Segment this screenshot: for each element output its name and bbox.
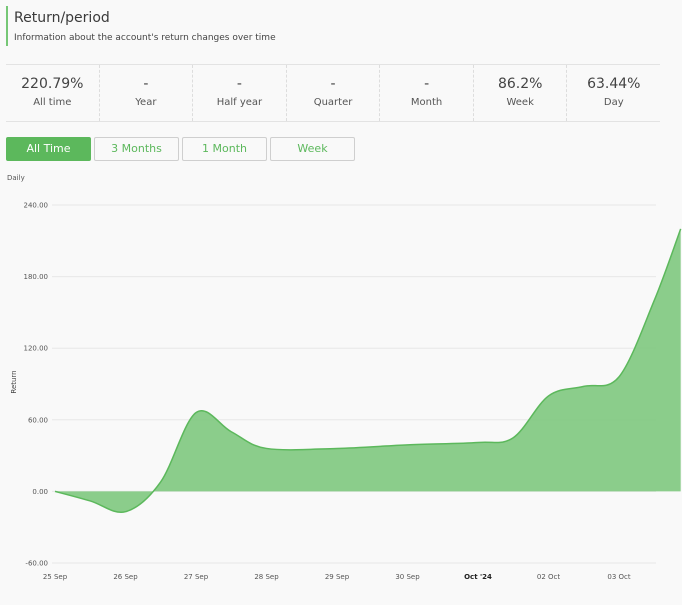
stat-value: -	[143, 76, 149, 92]
chart-series	[54, 228, 682, 514]
y-tick-label: 180.00	[24, 273, 49, 281]
return-stats-bar: 220.79% All time - Year - Half year - Qu…	[6, 64, 660, 122]
stat-value: 220.79%	[21, 76, 84, 92]
stat-label: Week	[506, 97, 534, 108]
page-subtitle: Information about the account's return c…	[14, 33, 276, 43]
page-title: Return/period	[14, 10, 110, 26]
x-axis: 25 Sep 26 Sep 27 Sep 28 Sep 29 Sep 30 Sep Oct …	[43, 573, 631, 581]
y-axis-label: Return	[10, 370, 18, 393]
return-area	[55, 228, 681, 513]
return-line	[54, 228, 682, 514]
y-axis: 240.00 180.00 120.00 60.00 0.00 -60.00	[24, 202, 49, 568]
x-tick-label: 03 Oct	[607, 573, 630, 581]
period-button-all-time[interactable]: All Time	[6, 137, 91, 161]
y-tick-label: 120.00	[24, 345, 49, 353]
x-tick-label: 02 Oct	[537, 573, 560, 581]
y-tick-label: 0.00	[32, 488, 48, 496]
x-tick-label: 25 Sep	[43, 573, 68, 581]
y-tick-label: 60.00	[28, 416, 48, 424]
stat-value: -	[330, 76, 336, 92]
x-tick-label: 26 Sep	[113, 573, 138, 581]
stat-quarter: - Quarter	[287, 65, 381, 121]
period-button-1-month[interactable]: 1 Month	[182, 137, 267, 161]
x-tick-label: 29 Sep	[325, 573, 350, 581]
x-tick-label: Oct '24	[464, 573, 492, 581]
chart-caption: Daily	[7, 174, 25, 182]
y-tick-label: -60.00	[25, 560, 48, 568]
stat-label: Day	[603, 97, 624, 108]
stat-week: 86.2% Week	[474, 65, 568, 121]
stat-value: -	[424, 76, 430, 92]
x-tick-label: 27 Sep	[184, 573, 209, 581]
stat-all-time: 220.79% All time	[6, 65, 100, 121]
stat-label: Year	[135, 97, 157, 108]
stat-label: All time	[33, 97, 72, 108]
stat-label: Half year	[216, 97, 263, 108]
stat-label: Quarter	[313, 97, 353, 108]
stat-value: -	[236, 76, 242, 92]
chart-grid	[52, 204, 656, 564]
stat-day: 63.44% Day	[567, 65, 660, 121]
x-tick-label: 30 Sep	[395, 573, 420, 581]
y-tick-label: 240.00	[24, 202, 49, 210]
period-button-week[interactable]: Week	[270, 137, 355, 161]
period-selector: All Time 3 Months 1 Month Week	[6, 137, 355, 161]
stat-label: Month	[410, 97, 443, 108]
period-button-3-months[interactable]: 3 Months	[94, 137, 179, 161]
stat-value: 86.2%	[497, 76, 543, 92]
section-header: Return/period Information about the acco…	[6, 6, 666, 46]
stat-year: - Year	[100, 65, 194, 121]
stat-month: - Month	[380, 65, 474, 121]
x-tick-label: 28 Sep	[254, 573, 279, 581]
stat-value: 63.44%	[587, 76, 641, 92]
stat-half-year: - Half year	[193, 65, 287, 121]
